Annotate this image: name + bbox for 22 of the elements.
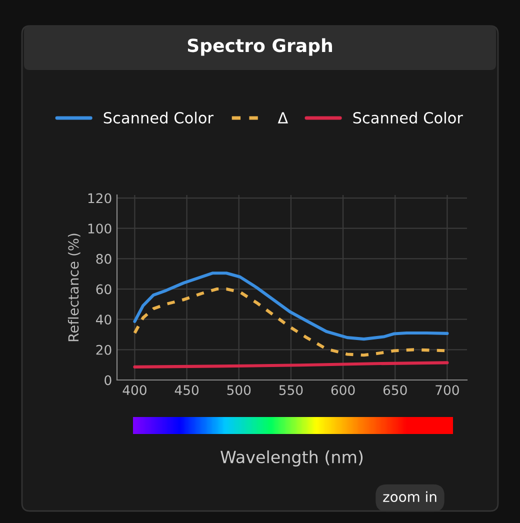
y-tick-label: 20 — [96, 344, 112, 355]
y-tick-label: 80 — [96, 254, 112, 264]
text: zoom in — [383, 491, 436, 502]
line-series — [133, 272, 449, 341]
legend-label: Δ — [278, 112, 288, 124]
legend-label: Scanned Color — [353, 112, 463, 124]
x-tick-label: 500 — [227, 385, 251, 396]
x-tick-label: 650 — [383, 385, 407, 396]
x-axis-title: Wavelength (nm) — [220, 450, 363, 467]
y-tick-label: 60 — [96, 284, 112, 294]
y-tick-label: 100 — [88, 224, 112, 234]
x-tick-label: 400 — [122, 385, 146, 396]
x-tick-label: 450 — [174, 385, 199, 396]
y-tick-label: 0 — [104, 375, 112, 386]
y-tick-label: 40 — [96, 314, 112, 325]
x-tick-label: 600 — [331, 385, 355, 396]
legend-label: Scanned Color — [104, 112, 214, 124]
chart-title: Spectro Graph — [188, 38, 332, 56]
y-tick-label: 120 — [88, 193, 112, 204]
x-tick-label: 550 — [279, 385, 303, 396]
x-tick-label: 700 — [436, 385, 459, 396]
y-axis-title: Reflectance (%) — [68, 234, 80, 342]
